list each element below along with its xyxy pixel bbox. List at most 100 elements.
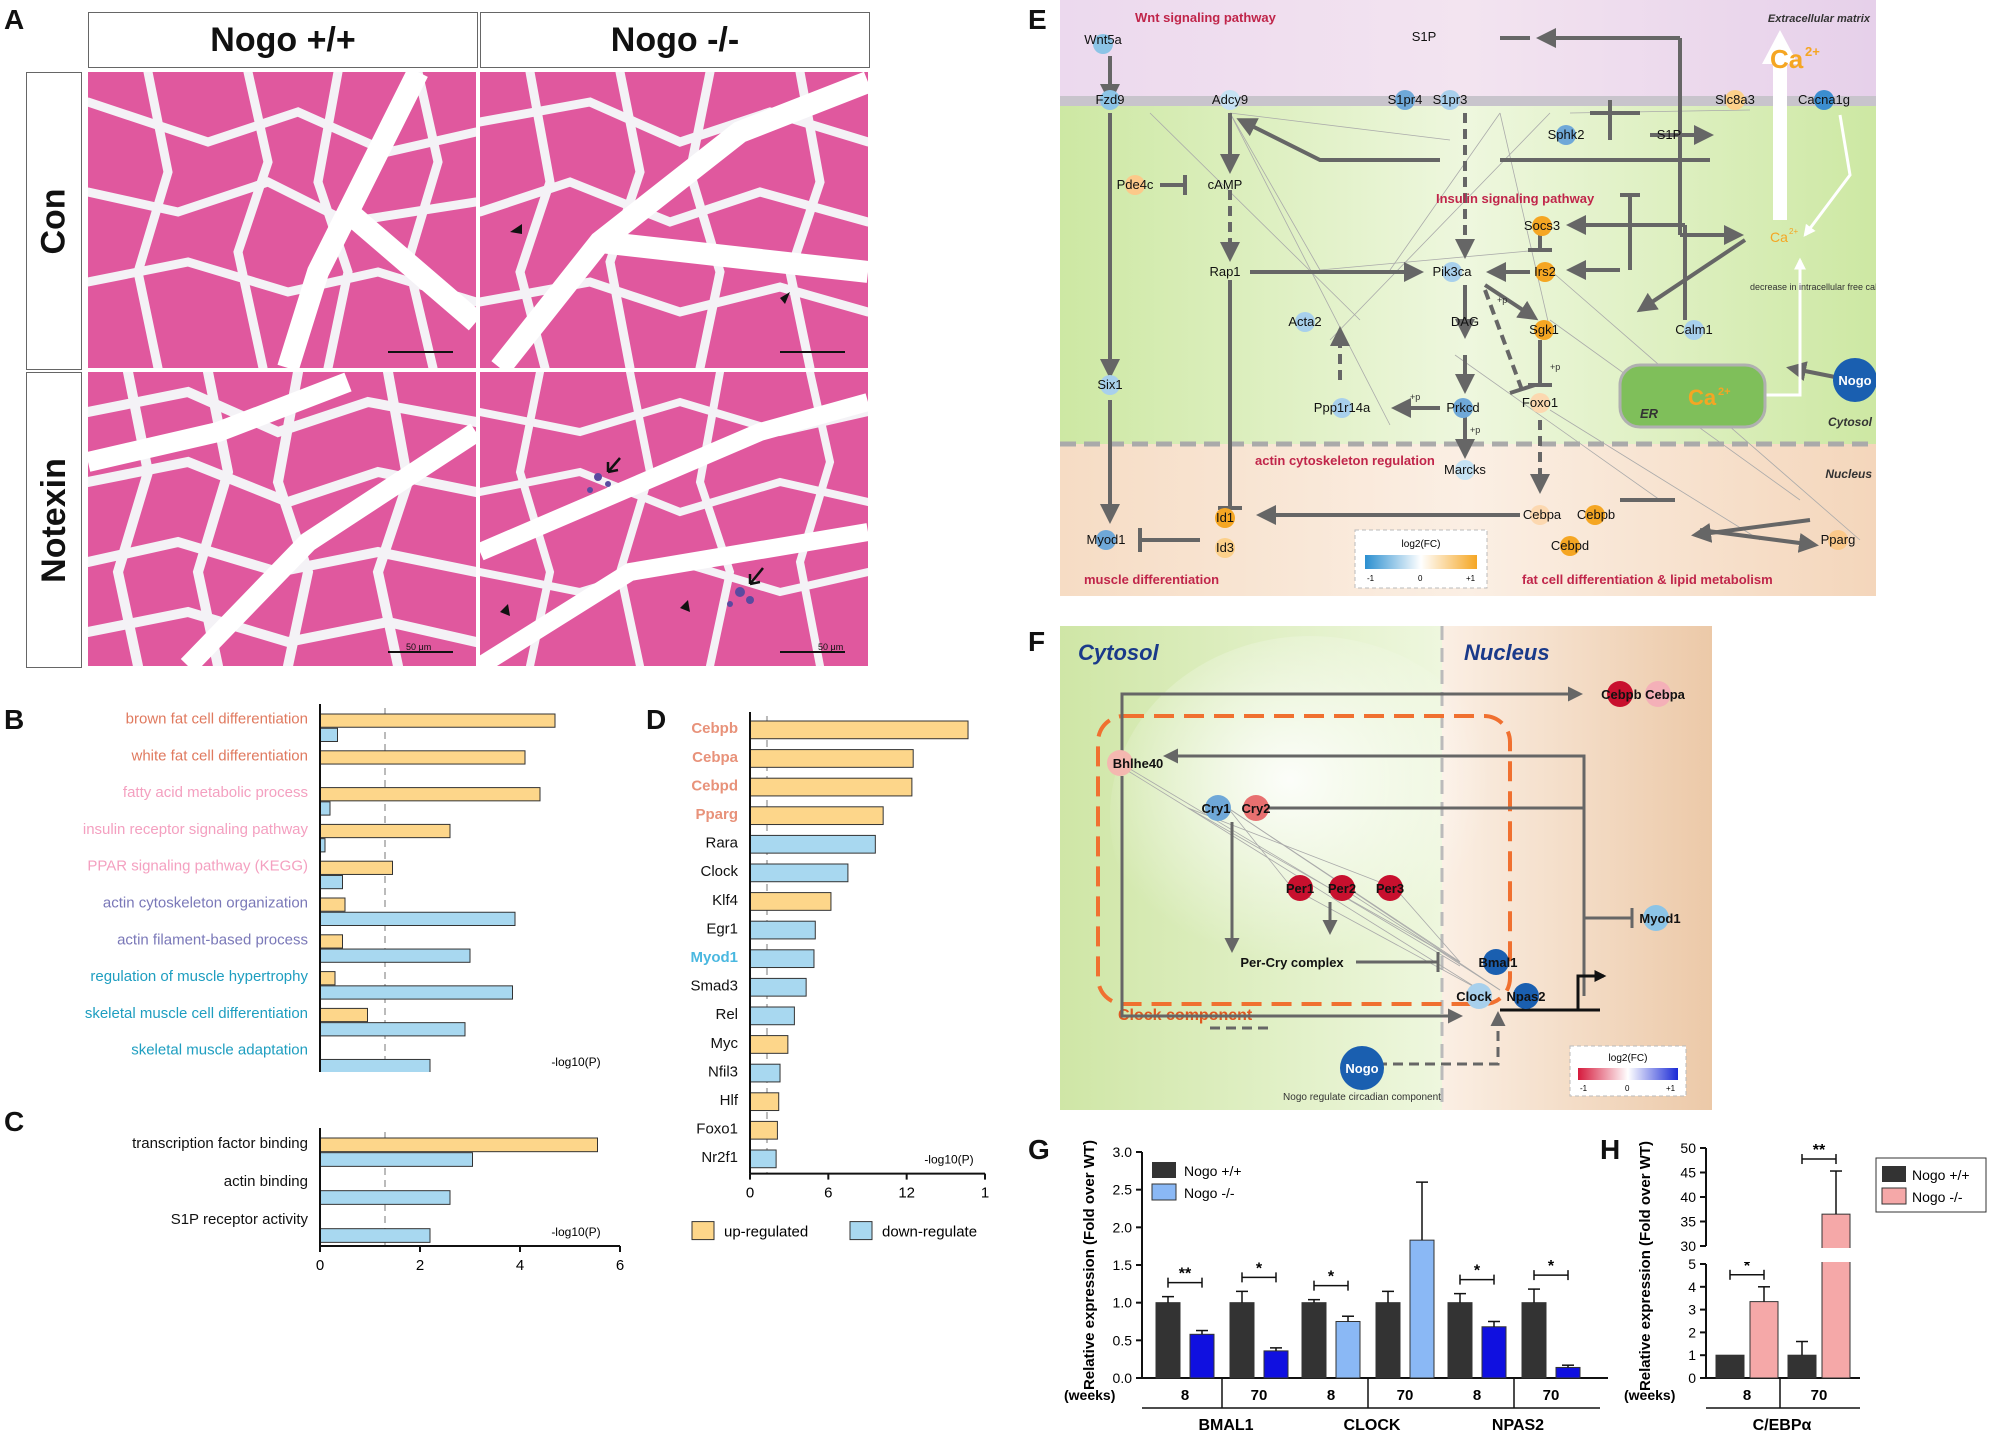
node-pik3ca-label: Pik3ca <box>1432 264 1472 279</box>
g-bar-wt <box>1301 1302 1327 1379</box>
column-header-nogo-ko: Nogo -/- <box>480 12 870 68</box>
panel-label-c: C <box>4 1106 25 1137</box>
node-cebpd-label: Cebpd <box>1551 538 1589 553</box>
node-cry2-label: Cry2 <box>1242 801 1271 816</box>
h-y-tick-label: 35 <box>1680 1214 1696 1230</box>
h-week-label: 8 <box>1743 1387 1751 1404</box>
label-muscle: muscle differentiation <box>1084 572 1219 587</box>
node-foxo1-label: Foxo1 <box>1522 395 1558 410</box>
h-bar-wt <box>1715 1354 1745 1379</box>
node-s1p-cyto: S1P <box>1657 127 1682 142</box>
svgB-category-label: skeletal muscle cell differentiation <box>85 1005 308 1022</box>
d-category-label: Clock <box>700 863 738 880</box>
node-cebpb <box>1585 505 1605 525</box>
chart-c: transcription factor binding actin bindin… <box>132 1128 624 1274</box>
node-foxo1 <box>1530 393 1550 413</box>
node-irs2-label: Irs2 <box>1534 264 1556 279</box>
g-bar-wt <box>1447 1302 1473 1379</box>
node-s1pr3 <box>1440 90 1460 110</box>
node-cebpa <box>1530 505 1550 525</box>
g-y-tick-label: 3.0 <box>1113 1144 1133 1160</box>
node-bhlhe40-label: Bhlhe40 <box>1113 756 1164 771</box>
g-week-label: 8 <box>1473 1387 1481 1404</box>
legend-f-tick-2: +1 <box>1666 1084 1676 1093</box>
h-sig-label: * <box>1744 1258 1751 1275</box>
h-weeks-axis-label: (weeks) <box>1624 1387 1675 1403</box>
node-six1 <box>1100 375 1120 395</box>
h-axis-break <box>1704 1248 1862 1262</box>
node-cebpa-label: Cebpa <box>1523 507 1562 522</box>
node-cebpb-cebpa-label: Cebpb Cebpa <box>1601 687 1686 702</box>
ca-sup-top: 2+ <box>1805 44 1820 59</box>
d-bar <box>749 1063 781 1083</box>
micrograph-ko-con <box>480 72 868 368</box>
d-bar <box>749 1035 789 1054</box>
d-bar <box>749 949 815 969</box>
node-cebpa-f <box>1645 681 1671 707</box>
column-header-nogo-wt: Nogo +/+ <box>88 12 478 68</box>
label-insulin: Insulin signaling pathway <box>1436 191 1595 206</box>
h-y-tick-label: 50 <box>1680 1140 1696 1156</box>
d-bar <box>749 777 913 797</box>
legend-f-tick-0: -1 <box>1580 1084 1588 1093</box>
svgB-category-label: actin cytoskeleton organization <box>103 894 308 911</box>
svgC-x-axis-label: -log10(P) <box>551 1225 600 1239</box>
node-socs3-label: Socs3 <box>1524 218 1560 233</box>
svgB-bar-up <box>319 823 451 839</box>
g-bar-ko <box>1263 1350 1289 1379</box>
svgB-bar-down <box>319 801 331 816</box>
legend-f-title: log2(FC) <box>1609 1053 1648 1064</box>
g-bar-wt <box>1521 1302 1547 1379</box>
node-calm1 <box>1684 320 1704 340</box>
h-y-tick-label: 5 <box>1688 1256 1696 1272</box>
row-header-con: Con <box>26 72 82 370</box>
node-acta2 <box>1295 312 1315 332</box>
g-week-label: 8 <box>1327 1387 1335 1404</box>
h-y-tick-label: 4 <box>1688 1279 1696 1295</box>
d-category-label: Hlf <box>720 1092 739 1109</box>
node-cebpb-f <box>1607 681 1633 707</box>
node-bhlhe40 <box>1107 750 1133 776</box>
g-y-tick-label: 0.0 <box>1113 1370 1133 1386</box>
svgB-category-label: actin filament-based process <box>117 931 308 948</box>
g-week-label: 70 <box>1251 1387 1268 1404</box>
ca-label-cyto: Ca <box>1770 229 1788 245</box>
node-ppp1r14a-label: Ppp1r14a <box>1314 400 1371 415</box>
h-y-tick-label: 2 <box>1688 1324 1696 1340</box>
node-cry1 <box>1205 795 1231 821</box>
h-y-tick-label: 1 <box>1688 1347 1696 1363</box>
node-sphk2 <box>1556 125 1576 145</box>
g-bar-wt <box>1155 1302 1181 1379</box>
legend-e-tick-1: 0 <box>1418 574 1423 583</box>
d-bar <box>749 720 969 740</box>
node-fzd9-label: Fzd9 <box>1096 92 1125 107</box>
g-weeks-axis-label: (weeks) <box>1064 1387 1115 1403</box>
h-legend-label-wt: Nogo +/+ <box>1912 1167 1970 1183</box>
scale-text-wt: 50 μm <box>406 642 432 652</box>
h-week-label: 70 <box>1811 1387 1828 1404</box>
d-bar <box>749 806 884 826</box>
g-y-tick-label: 2.0 <box>1113 1219 1133 1235</box>
micrograph-wt-notexin-svg <box>88 372 476 666</box>
node-slc8a3-label: Slc8a3 <box>1715 92 1755 107</box>
g-bar-ko <box>1189 1333 1215 1379</box>
d-bar <box>749 892 832 911</box>
g-week-label: 70 <box>1543 1387 1560 1404</box>
svgB-bar-up <box>319 787 541 802</box>
d-bar <box>749 863 849 883</box>
node-pde4c <box>1125 175 1145 195</box>
node-sgk1 <box>1534 320 1554 340</box>
d-legend-label-up: up-regulated <box>724 1224 808 1241</box>
node-per2 <box>1329 875 1355 901</box>
legend-f-gradient <box>1578 1068 1678 1080</box>
label-ecm: Extracellular matrix <box>1768 13 1871 25</box>
g-bar-wt <box>1375 1302 1401 1379</box>
panel-label-h: H <box>1600 1134 1621 1165</box>
node-wnt5a-label: Wnt5a <box>1084 32 1122 47</box>
node-myod1-e-label: Myod1 <box>1086 532 1125 547</box>
node-fzd9 <box>1100 90 1120 110</box>
g-sig-label: * <box>1474 1263 1481 1280</box>
g-bar-ko <box>1335 1321 1361 1379</box>
g-bar-ko <box>1481 1326 1507 1379</box>
node-adcy9-label: Adcy9 <box>1212 92 1248 107</box>
